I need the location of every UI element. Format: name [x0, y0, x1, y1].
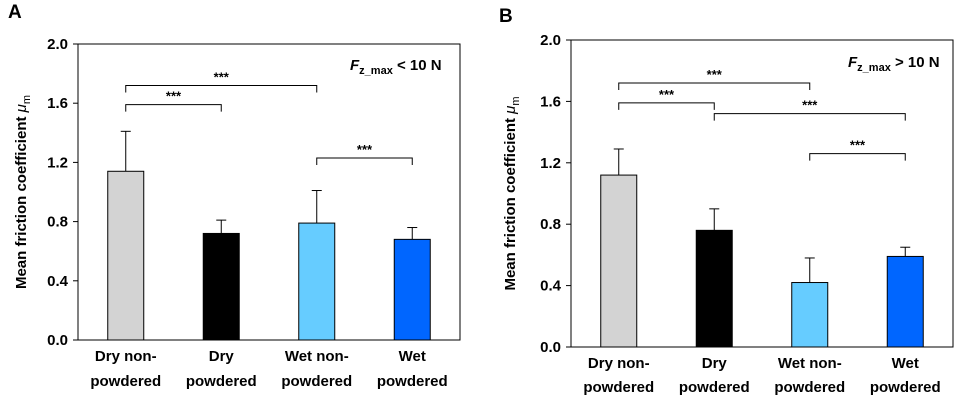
x-tick-label: Wet [892, 355, 919, 372]
panel-label: B [499, 6, 513, 27]
bar [600, 174, 638, 348]
significance-label: *** [214, 69, 230, 84]
y-tick-label: 1.6 [47, 95, 68, 112]
bracket-line [809, 153, 906, 161]
force-condition-annotation: Fz_max < 10 N [350, 57, 442, 77]
significance-label: *** [357, 142, 373, 157]
bar [695, 229, 733, 348]
significance-bracket: *** [618, 87, 715, 110]
y-tick-label: 0.8 [47, 214, 68, 231]
x-tick-label: powdered [377, 373, 448, 390]
plot-area [570, 39, 954, 348]
bracket-line [125, 104, 222, 112]
bar [107, 170, 145, 341]
x-tick-label: powdered [186, 373, 257, 390]
x-tick-label: powdered [870, 379, 941, 396]
y-tick-label: 0.8 [540, 216, 561, 233]
y-axis-label: Mean friction coefficient μm [502, 96, 522, 290]
y-tick-label: 0.0 [47, 332, 68, 349]
x-tick-label: powdered [679, 379, 750, 396]
y-tick-label: 2.0 [540, 32, 561, 49]
bar [298, 222, 336, 341]
bracket-line [316, 157, 413, 165]
significance-bracket: *** [125, 89, 222, 112]
force-condition-annotation: Fz_max > 10 N [848, 54, 940, 74]
bracket-line [618, 82, 811, 90]
panel-label: A [8, 2, 22, 23]
significance-bracket: *** [125, 69, 318, 93]
bar [791, 282, 829, 348]
bar [202, 232, 240, 341]
x-tick-label: Wet [399, 348, 426, 365]
bracket-line [125, 84, 318, 93]
bracket-line [618, 102, 715, 110]
y-tick-label: 1.2 [47, 154, 68, 171]
y-tick-label: 1.2 [540, 155, 561, 172]
y-axis-label: Mean friction coefficient μm [13, 95, 33, 289]
bar [886, 255, 924, 348]
significance-bracket: *** [316, 142, 413, 165]
significance-bracket: *** [809, 138, 906, 161]
y-tick-label: 2.0 [47, 36, 68, 53]
x-tick-label: Dry [209, 348, 235, 365]
x-tick-label: Dry non- [588, 355, 650, 372]
significance-label: *** [166, 89, 182, 104]
x-tick-label: powdered [90, 373, 161, 390]
significance-label: *** [707, 67, 723, 82]
bracket-line [713, 113, 906, 121]
y-tick-label: 0.0 [540, 339, 561, 356]
y-tick-label: 1.6 [540, 93, 561, 110]
bar [393, 238, 431, 341]
x-tick-label: Wet non- [285, 348, 349, 365]
significance-label: *** [802, 98, 818, 113]
panel-b: B 0.0 0.4 0.8 1.2 1.6 2.0 Mean friction coeffic… [499, 6, 954, 396]
plot-area [77, 43, 461, 341]
x-tick-label: Dry [702, 355, 728, 372]
significance-bracket: *** [713, 98, 906, 121]
panel-a: A 0.0 0.4 0.8 1.2 1.6 2.0 Mean friction coeffic… [8, 2, 461, 390]
x-tick-label: powdered [281, 373, 352, 390]
y-tick-label: 0.4 [540, 278, 562, 295]
significance-label: *** [659, 87, 675, 102]
significance-bracket: *** [618, 67, 811, 90]
significance-label: *** [850, 138, 866, 153]
y-tick-label: 0.4 [47, 273, 69, 290]
x-tick-label: Dry non- [95, 348, 157, 365]
x-tick-label: powdered [774, 379, 845, 396]
x-tick-label: powdered [583, 379, 654, 396]
x-tick-label: Wet non- [778, 355, 842, 372]
